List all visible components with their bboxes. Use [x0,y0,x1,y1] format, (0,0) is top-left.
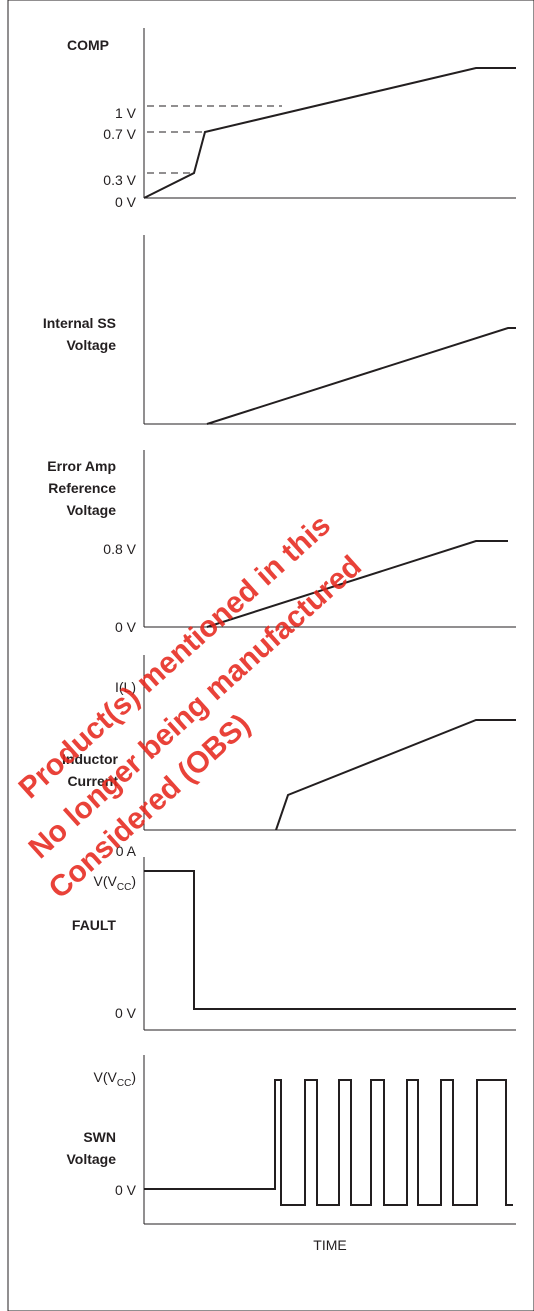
comp-title: COMP [67,37,109,53]
error-amp-title-line2: Reference [48,480,116,496]
error-amp-panel: Error Amp Reference Voltage 0.8 V 0 V [47,450,516,635]
comp-panel: COMP 1 V 0.7 V 0.3 V 0 V [67,28,516,210]
swn-voltage-panel: V(VCC) SWN Voltage 0 V [66,989,516,1225]
fault-panel: V(VCC) FAULT 0 V [72,857,516,1031]
fault-title: FAULT [72,917,117,933]
fault-0v-label: 0 V [115,1005,137,1021]
inductor-0a-label: 0 A [116,843,137,859]
error-amp-title-line1: Error Amp [47,458,116,474]
swn-square-waveform [144,1079,513,1206]
error-amp-0-8v-label: 0.8 V [103,541,136,557]
swn-waveform-placeholder-7 [144,1080,513,1202]
fault-waveform [144,870,516,1010]
comp-0v-label: 0 V [115,194,137,210]
comp-0-3v-label: 0.3 V [103,172,136,188]
figure-border [7,0,534,1311]
swn-vcc-label: V(VCC) [94,1069,136,1089]
obsolete-watermark: Product(s) mentioned in this No longer b… [13,509,368,906]
inductor-il-label: I(L) [115,679,136,695]
internal-ss-title-line2: Voltage [66,337,116,353]
comp-waveform [143,67,516,199]
inductor-waveform [275,719,516,831]
swn-waveform-placeholder-5 [144,989,513,1192]
error-amp-0v-label: 0 V [115,619,137,635]
swn-0v-label: 0 V [115,1182,137,1198]
inductor-title-line1: Inductor [62,751,119,767]
internal-ss-waveform [206,327,516,425]
watermark-line2: No longer being manufactured [23,550,368,866]
swn-waveform-placeholder-6 [144,989,513,1192]
swn-title-line2: Voltage [66,1151,116,1167]
fault-vcc-label: V(VCC) [94,873,136,893]
error-amp-title-line3: Voltage [66,502,116,518]
swn-waveform-placeholder [144,989,508,1080]
swn-title-line1: SWN [83,1129,116,1145]
comp-0-7v-label: 0.7 V [103,126,136,142]
time-axis-label: TIME [313,1237,346,1253]
comp-1v-label: 1 V [115,105,137,121]
internal-ss-title-line1: Internal SS [43,315,116,331]
swn-waveform-placeholder-3 [144,989,280,1080]
swn-waveform-placeholder-2 [144,989,508,1080]
inductor-current-panel: I(L) Inductor Current 0 A [62,655,516,859]
internal-ss-panel: Internal SS Voltage [43,235,516,425]
error-amp-waveform [206,540,508,628]
inductor-title-line2: Current [67,773,118,789]
